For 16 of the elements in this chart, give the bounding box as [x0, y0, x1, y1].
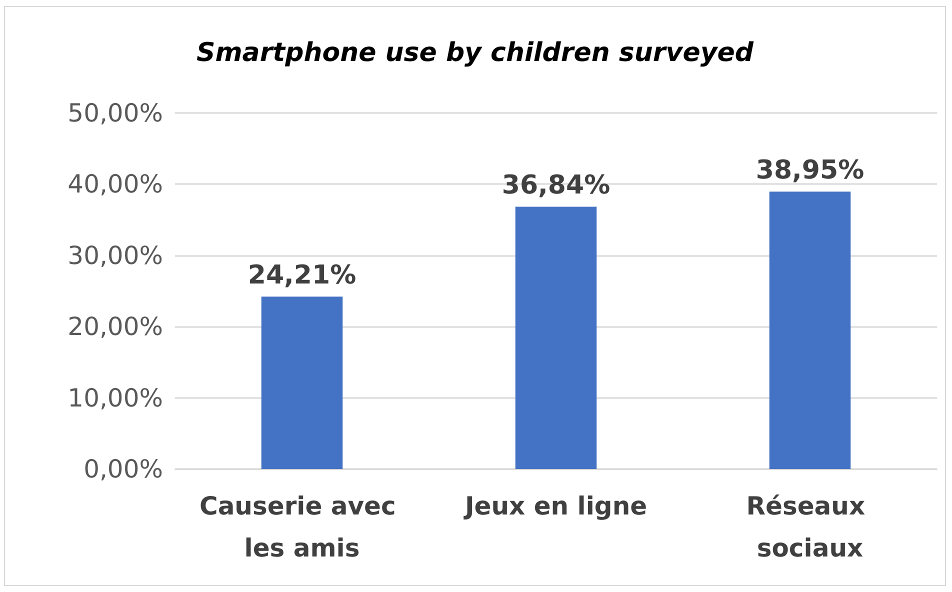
x-tick-label: Réseaux sociaux	[746, 492, 874, 562]
x-tick-label: Causerie avec les amis	[199, 492, 405, 562]
data-label: 24,21%	[248, 260, 356, 291]
y-tick-label: 30,00%	[68, 240, 163, 270]
chart-title: Smartphone use by children surveyed	[196, 38, 754, 68]
bar	[515, 206, 597, 469]
data-label: 38,95%	[756, 156, 864, 186]
bar	[769, 192, 851, 469]
y-tick-label: 40,00%	[68, 170, 163, 199]
y-tick-label: 0,00%	[84, 454, 163, 484]
x-tick-label: Jeux en ligne	[462, 492, 648, 520]
bar	[261, 296, 343, 469]
y-tick-label: 20,00%	[68, 312, 163, 342]
y-tick-label: 50,00%	[68, 98, 163, 128]
y-tick-label: 10,00%	[68, 383, 163, 412]
data-label: 36,84%	[502, 170, 610, 201]
